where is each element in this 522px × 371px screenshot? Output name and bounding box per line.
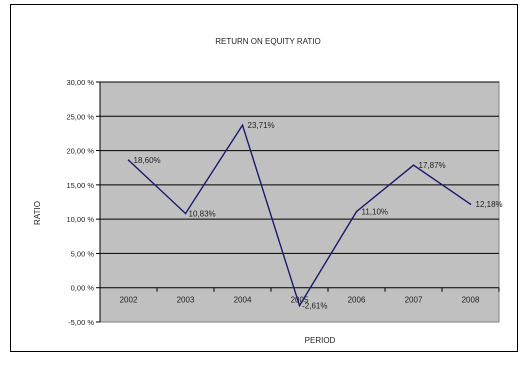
data-point — [355, 210, 358, 213]
x-axis-label: PERIOD — [305, 336, 336, 345]
y-tick-label: 5,00 % — [71, 249, 95, 258]
x-tick-label: 2004 — [234, 296, 252, 305]
data-point — [241, 124, 244, 126]
x-tick-label: 2005 — [291, 296, 309, 305]
data-label: 12,18% — [476, 200, 503, 209]
x-tick-label: 2007 — [405, 296, 423, 305]
y-tick-label: 10,00 % — [66, 215, 94, 224]
y-tick-label: 0,00 % — [71, 284, 95, 293]
data-point — [298, 304, 301, 307]
x-tick-label: 2003 — [177, 296, 195, 305]
y-tick-label: 20,00 % — [66, 147, 94, 156]
data-point — [184, 212, 187, 215]
data-label: 18,60% — [134, 156, 161, 165]
y-axis-label: RATIO — [33, 201, 42, 225]
x-tick-label: 2006 — [348, 296, 366, 305]
y-tick-label: 25,00 % — [66, 112, 94, 121]
y-tick-label: 30,00 % — [66, 78, 94, 87]
y-tick-label: -5,00 % — [68, 318, 94, 327]
data-label: 11,10% — [362, 208, 389, 217]
data-label: 23,71% — [248, 121, 275, 130]
data-label: 17,87% — [419, 161, 446, 170]
plot-area: -5,00 % 0,00 % 5,00 % 10,00 % 15,00 % 20,00 %… — [66, 78, 502, 327]
data-point — [127, 159, 130, 161]
y-tick-label: 15,00 % — [66, 181, 94, 190]
data-label: -2,61% — [302, 302, 327, 311]
chart-title: RETURN ON EQUITY RATIO — [215, 37, 321, 46]
data-point — [412, 164, 415, 166]
data-point — [469, 203, 472, 205]
data-label: 10,83% — [189, 209, 216, 218]
x-tick-label: 2002 — [120, 296, 138, 305]
plot-background — [99, 81, 500, 323]
x-tick-label: 2008 — [462, 296, 480, 305]
